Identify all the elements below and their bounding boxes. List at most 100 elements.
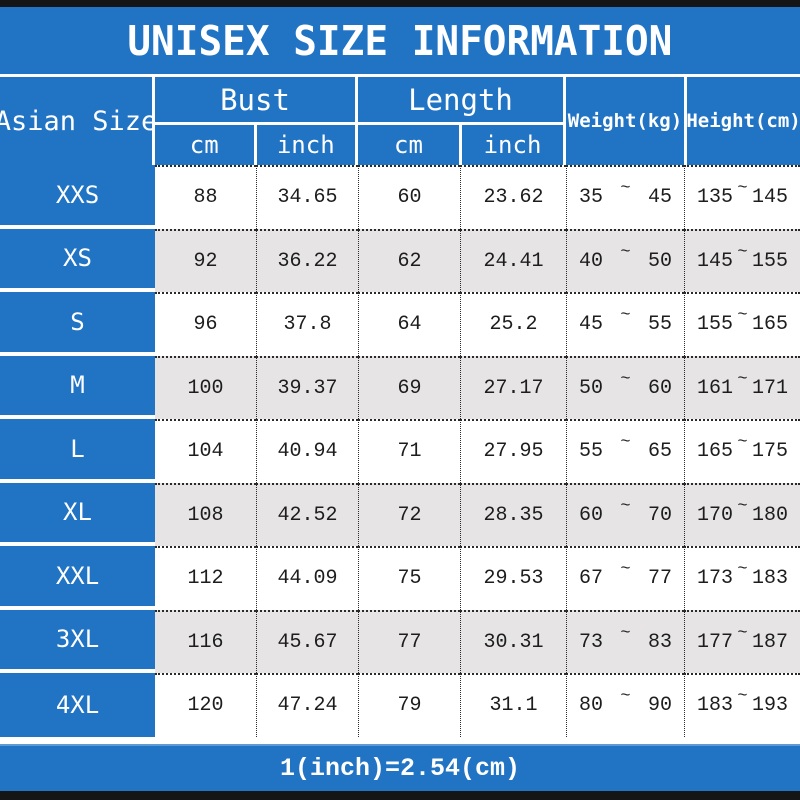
length-column-group: Length cm inch <box>358 77 563 165</box>
range-min: 165 <box>697 440 734 464</box>
table-row: S 96 37.8 64 25.2 45 ~55 155 ~165 <box>0 292 800 356</box>
length-cm-cell: 60 <box>358 165 460 229</box>
length-cm-cell: 64 <box>358 292 460 356</box>
bust-cm-cell: 112 <box>155 546 256 610</box>
range-min: 170 <box>697 503 734 527</box>
bust-cm-cell: 108 <box>155 482 256 546</box>
range-tilde: ~ <box>620 687 631 707</box>
range-max: 90 <box>647 694 672 718</box>
size-label: 4XL <box>0 673 155 737</box>
length-cm-cell: 75 <box>358 546 460 610</box>
range-min: 60 <box>579 503 604 527</box>
range-min: 73 <box>579 630 604 654</box>
weight-range-cell: 50 ~60 <box>566 355 684 419</box>
range-tilde: ~ <box>737 433 748 453</box>
height-range-cell: 177 ~187 <box>684 609 800 673</box>
height-range-cell: 165 ~175 <box>684 419 800 483</box>
range-tilde: ~ <box>737 306 748 326</box>
bust-cm-cell: 104 <box>155 419 256 483</box>
bust-inch-cell: 39.37 <box>256 355 358 419</box>
bust-cm-cell: 96 <box>155 292 256 356</box>
weight-range-cell: 80 ~90 <box>566 673 684 737</box>
range-max: 165 <box>751 313 788 337</box>
height-range-cell: 183 ~193 <box>684 673 800 737</box>
range-tilde: ~ <box>620 369 631 389</box>
length-inch-cell: 27.95 <box>460 419 566 483</box>
height-range-cell: 161 ~171 <box>684 355 800 419</box>
height-range-cell: 155 ~165 <box>684 292 800 356</box>
height-range-cell: 170 ~180 <box>684 482 800 546</box>
range-tilde: ~ <box>737 560 748 580</box>
table-header: Asian Size Bust cm inch Length cm inch W… <box>0 77 800 165</box>
table-row: 4XL 120 47.24 79 31.1 80 ~90 183 ~193 <box>0 673 800 737</box>
range-max: 155 <box>751 249 788 273</box>
range-max: 45 <box>647 186 672 210</box>
size-label: XXS <box>0 165 155 229</box>
length-inch-cell: 28.35 <box>460 482 566 546</box>
length-cm-cell: 77 <box>358 609 460 673</box>
height-header: Height(cm) <box>686 77 800 165</box>
range-max: 77 <box>647 567 672 591</box>
range-min: 135 <box>697 186 734 210</box>
range-max: 145 <box>751 186 788 210</box>
range-tilde: ~ <box>620 496 631 516</box>
length-inch-cell: 29.53 <box>460 546 566 610</box>
length-inch-cell: 25.2 <box>460 292 566 356</box>
range-tilde: ~ <box>737 179 748 199</box>
range-tilde: ~ <box>620 242 631 262</box>
weight-range-cell: 35 ~45 <box>566 165 684 229</box>
bust-cm-cell: 116 <box>155 609 256 673</box>
range-max: 83 <box>647 630 672 654</box>
weight-range-cell: 60 ~70 <box>566 482 684 546</box>
length-cm-cell: 71 <box>358 419 460 483</box>
length-cm-cell: 62 <box>358 228 460 292</box>
length-cm-cell: 69 <box>358 355 460 419</box>
bust-cm-cell: 100 <box>155 355 256 419</box>
size-label: XS <box>0 228 155 292</box>
length-cm-cell: 72 <box>358 482 460 546</box>
bust-group-label: Bust <box>220 82 290 117</box>
title-band: UNISEX SIZE INFORMATION <box>0 7 800 74</box>
bust-cm-cell: 92 <box>155 228 256 292</box>
range-max: 55 <box>647 313 672 337</box>
corner-header-asian-size: Asian Size <box>0 77 157 165</box>
conversion-note: 1(inch)=2.54(cm) <box>279 753 521 783</box>
size-label: L <box>0 419 155 483</box>
range-tilde: ~ <box>620 179 631 199</box>
bust-inch-cell: 36.22 <box>256 228 358 292</box>
range-max: 70 <box>647 503 672 527</box>
size-label: M <box>0 355 155 419</box>
header-divider <box>0 74 800 77</box>
range-max: 183 <box>751 567 788 591</box>
page-title: UNISEX SIZE INFORMATION <box>127 16 673 65</box>
length-cm-header: cm <box>358 125 459 165</box>
range-max: 65 <box>647 440 672 464</box>
length-inch-cell: 30.31 <box>460 609 566 673</box>
size-label: 3XL <box>0 609 155 673</box>
range-tilde: ~ <box>737 496 748 516</box>
range-min: 173 <box>697 567 734 591</box>
table-row: XL 108 42.52 72 28.35 60 ~70 170 ~180 <box>0 482 800 546</box>
footer-band: 1(inch)=2.54(cm) <box>0 743 800 791</box>
weight-range-cell: 45 ~55 <box>566 292 684 356</box>
range-min: 45 <box>579 313 604 337</box>
range-min: 40 <box>579 249 604 273</box>
length-inch-header: inch <box>462 125 563 165</box>
range-max: 180 <box>751 503 788 527</box>
range-min: 80 <box>579 694 604 718</box>
bust-subheader-row: cm inch <box>155 122 355 165</box>
bust-inch-cell: 40.94 <box>256 419 358 483</box>
bust-inch-cell: 47.24 <box>256 673 358 737</box>
weight-range-cell: 40 ~50 <box>566 228 684 292</box>
length-inch-cell: 24.41 <box>460 228 566 292</box>
range-tilde: ~ <box>737 369 748 389</box>
bust-column-group: Bust cm inch <box>155 77 355 165</box>
range-tilde: ~ <box>737 623 748 643</box>
bust-cm-cell: 120 <box>155 673 256 737</box>
range-max: 60 <box>647 376 672 400</box>
weight-range-cell: 73 ~83 <box>566 609 684 673</box>
length-group-label: Length <box>408 82 513 117</box>
length-subheader-row: cm inch <box>358 122 563 165</box>
length-cm-cell: 79 <box>358 673 460 737</box>
bust-inch-cell: 37.8 <box>256 292 358 356</box>
